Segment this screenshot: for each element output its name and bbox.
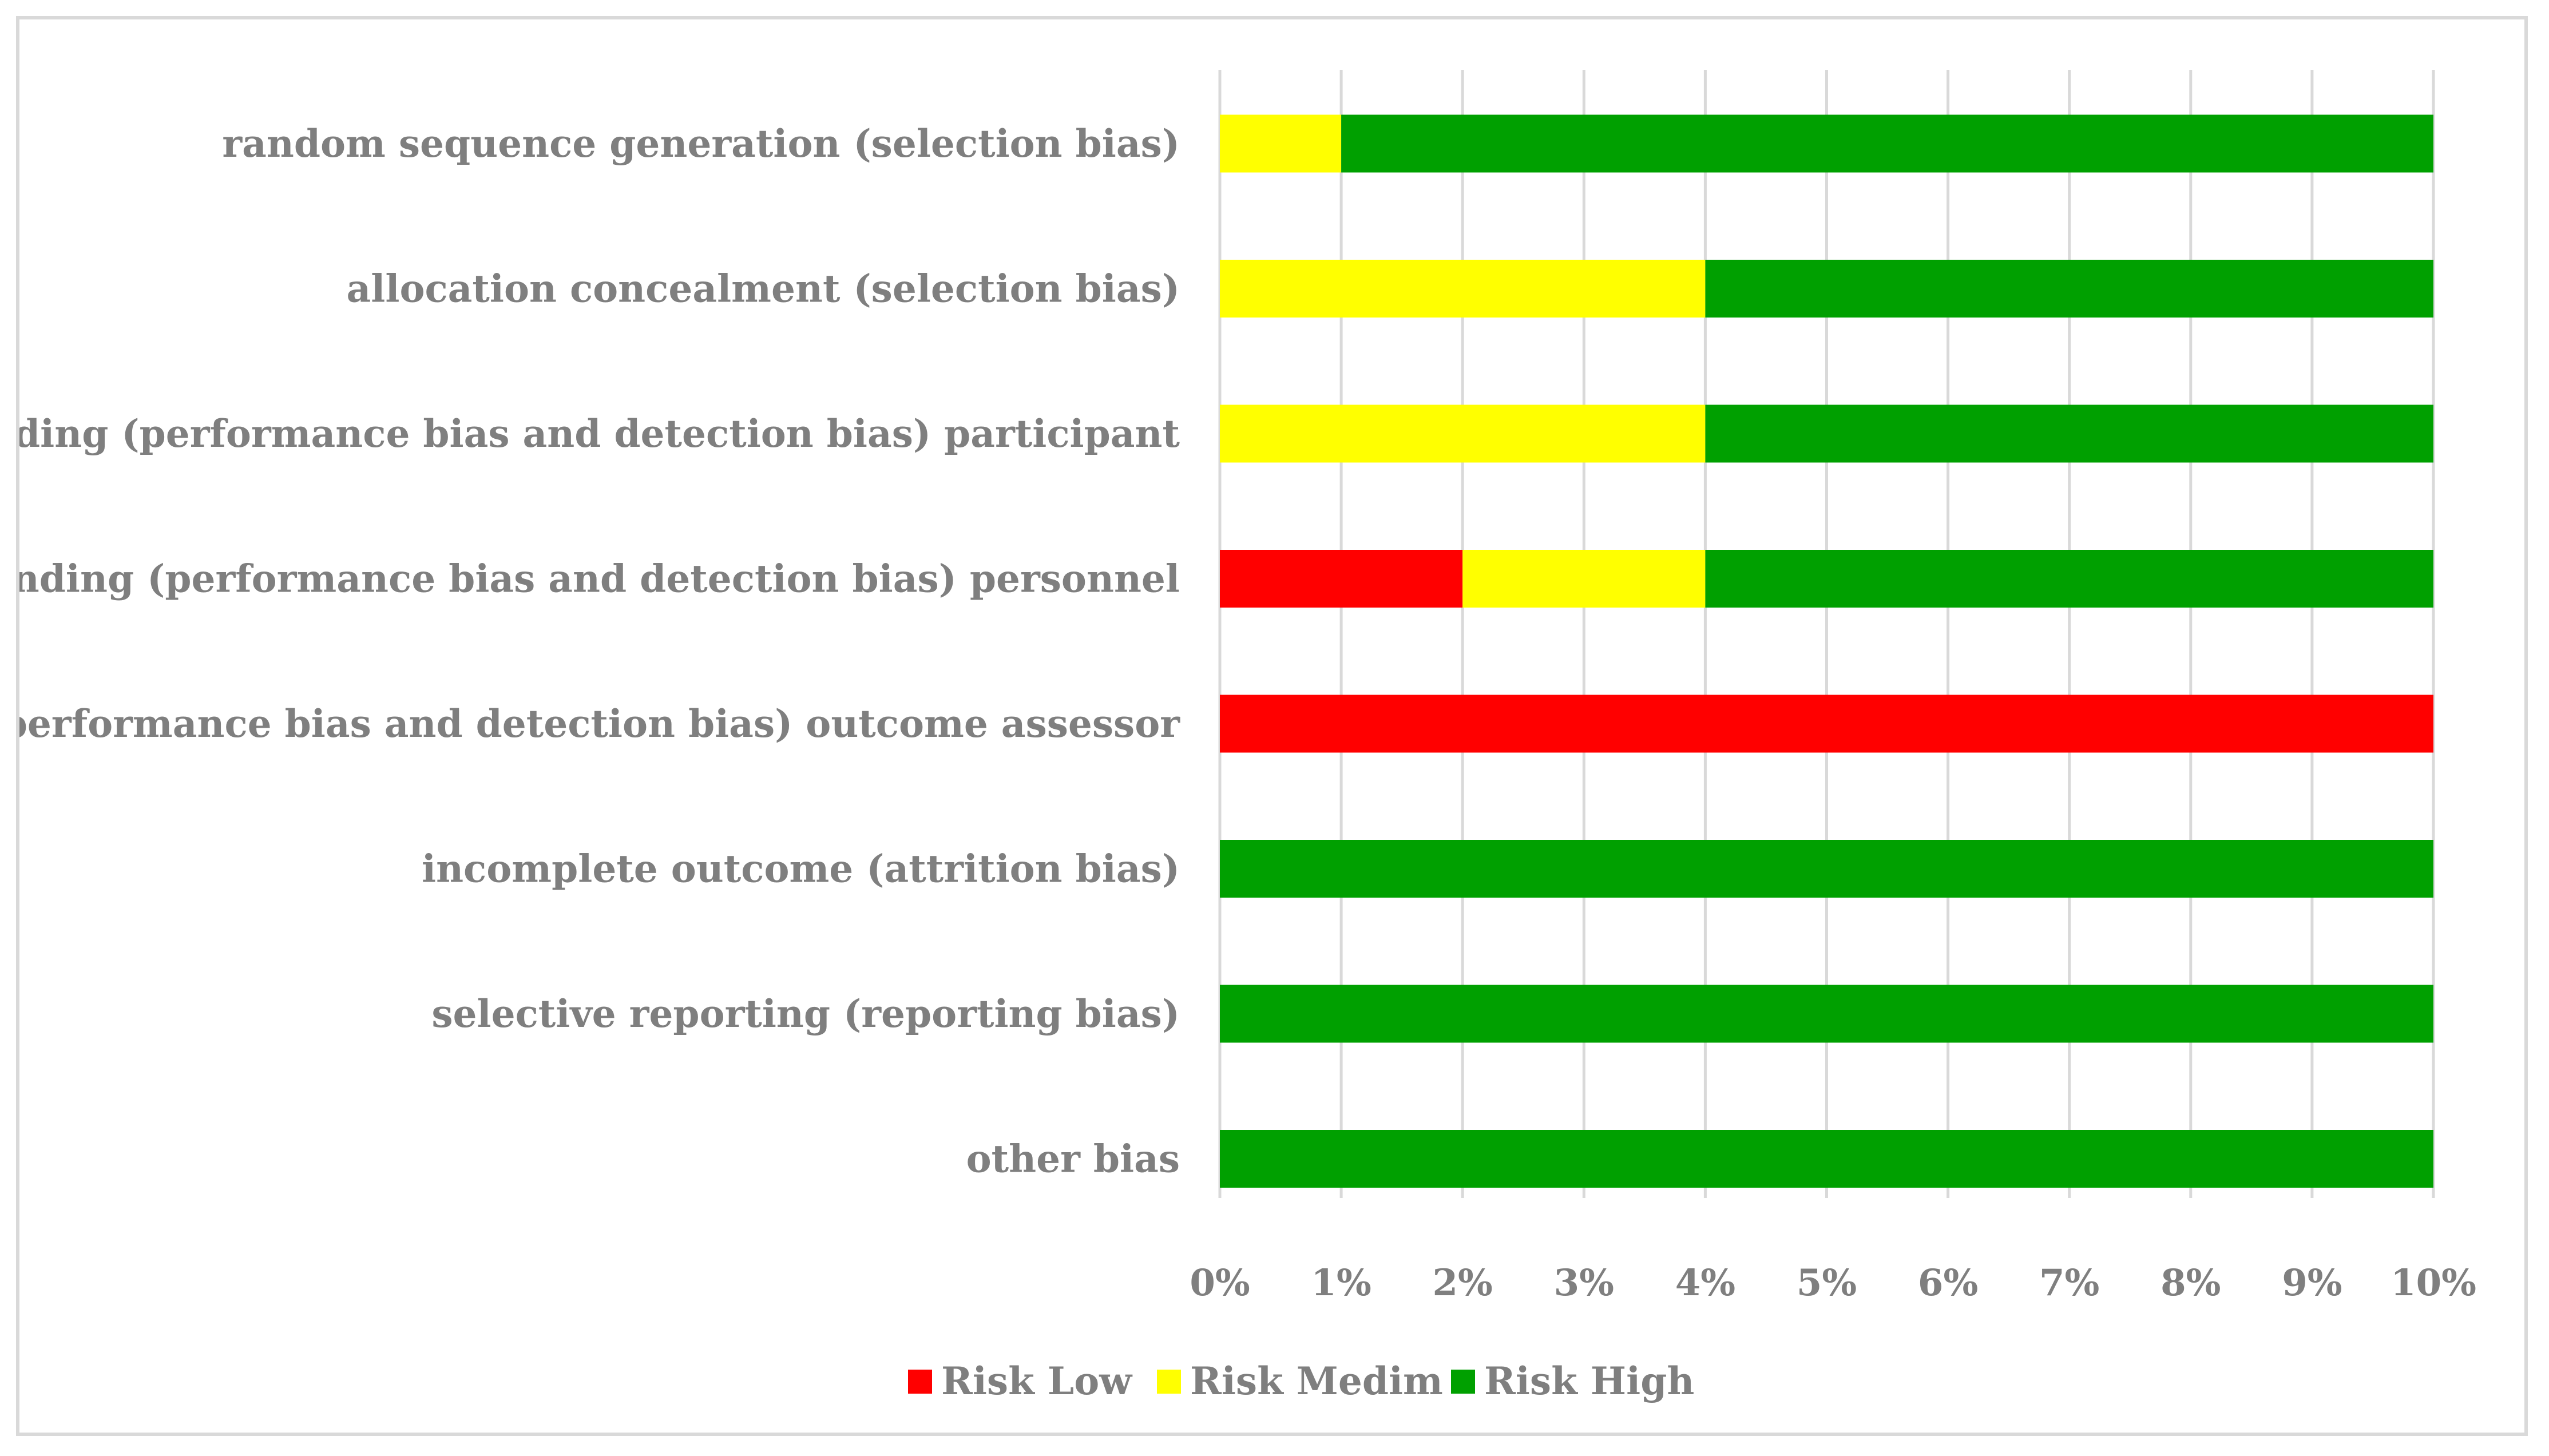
x-tick-label: 7%	[2039, 1261, 2099, 1304]
x-tick-label: 2%	[1433, 1261, 1493, 1304]
legend: Risk Low Risk Medim Risk High	[908, 1359, 1694, 1403]
category-label: allocation concealment (selection bias)	[347, 267, 1180, 311]
bars	[1220, 114, 2433, 1188]
bar-segment-risk-high	[1705, 260, 2433, 318]
bar-segment-risk-low	[1220, 695, 2433, 753]
legend-label: Risk Medim	[1190, 1359, 1443, 1403]
bar-segment-risk-medim	[1220, 114, 1342, 173]
bar-segment-risk-medim	[1220, 260, 1706, 318]
category-label: blinding (performance bias and detection…	[19, 411, 1180, 456]
bar-segment-risk-low	[1220, 550, 1463, 608]
bar-segment-risk-high	[1341, 114, 2433, 173]
bar-segment-risk-medim	[1220, 404, 1706, 463]
category-label: random sequence generation (selection bi…	[222, 121, 1180, 166]
bar-segment-risk-high	[1220, 1130, 2433, 1188]
bar-segment-risk-high	[1220, 985, 2433, 1043]
category-label: incomplete outcome (attrition bias)	[422, 847, 1180, 891]
category-labels: random sequence generation (selection bi…	[19, 121, 1180, 1181]
bar-segment-risk-medim	[1462, 550, 1706, 608]
bar-segment-risk-high	[1220, 840, 2433, 898]
x-tick-label: 9%	[2282, 1261, 2342, 1304]
x-tick-label: 8%	[2160, 1261, 2221, 1304]
category-label: other bias	[966, 1137, 1180, 1181]
legend-swatch	[1157, 1370, 1181, 1394]
legend-swatch	[908, 1370, 932, 1394]
x-tick-label: 1%	[1311, 1261, 1371, 1304]
x-tick-label: 5%	[1797, 1261, 1857, 1304]
category-label: blinding (performance bias and detection…	[19, 557, 1180, 601]
chart-frame: random sequence generation (selection bi…	[16, 16, 2528, 1436]
x-tick-label: 3%	[1554, 1261, 1614, 1304]
legend-label: Risk Low	[941, 1359, 1133, 1403]
legend-label: Risk High	[1484, 1359, 1694, 1403]
x-tick-label: 0%	[1190, 1261, 1250, 1304]
legend-swatch	[1451, 1370, 1475, 1394]
category-label: blinding (performance bias and detection…	[19, 701, 1180, 746]
x-tick-label: 6%	[1918, 1261, 1978, 1304]
stacked-bar-chart: random sequence generation (selection bi…	[19, 70, 2476, 1403]
x-tick-label: 10%	[2391, 1261, 2476, 1304]
bar-segment-risk-high	[1705, 404, 2433, 463]
x-axis-ticks: 0% 1% 2% 3% 4% 5% 6% 7% 8% 9% 10%	[1190, 1261, 2476, 1304]
x-tick-label: 4%	[1675, 1261, 1735, 1304]
category-label: selective reporting (reporting bias)	[431, 991, 1180, 1036]
bar-segment-risk-high	[1705, 550, 2433, 608]
